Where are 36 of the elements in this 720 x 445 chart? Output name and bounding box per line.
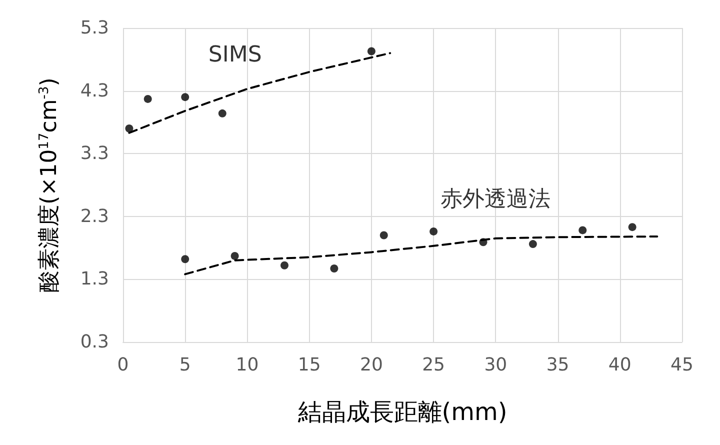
point [367, 47, 376, 56]
point [578, 226, 587, 234]
point [330, 264, 338, 273]
point [479, 238, 488, 246]
x-tick-label: 10 [236, 354, 259, 376]
x-axis-title: 結晶成長距離(mm) [296, 398, 508, 426]
y-tick-label: 2.3 [80, 206, 109, 227]
y-tick-label: 3.3 [80, 143, 109, 164]
point [181, 93, 190, 102]
y-axis-title: 酸素濃度(×1017cm-3) [37, 78, 62, 292]
x-tick-label: 20 [360, 354, 383, 376]
x-tick-label: 5 [179, 354, 191, 376]
y-tick-label: 4.3 [80, 80, 109, 102]
x-tick-label: 15 [298, 354, 321, 376]
point [280, 261, 288, 270]
series-label: 赤外透過法 [440, 186, 551, 212]
point [528, 240, 537, 248]
line-series [184, 235, 658, 276]
point [125, 124, 134, 132]
x-tick-label: 45 [670, 354, 694, 376]
point [181, 255, 190, 264]
series-label: SIMS [208, 42, 262, 68]
point [430, 227, 438, 236]
point [380, 231, 388, 240]
point [144, 94, 152, 103]
x-tick-label: 35 [546, 354, 570, 376]
x-tick-label: 40 [608, 354, 632, 376]
y-tick-label: 5.3 [80, 18, 109, 38]
point [230, 252, 239, 260]
point [218, 109, 226, 118]
x-tick-label: 30 [484, 354, 508, 376]
x-tick-label: 0 [117, 354, 129, 376]
y-tick-label: 1.3 [80, 268, 109, 290]
y-tick-label: 0.3 [80, 332, 109, 352]
point [628, 223, 636, 232]
x-tick-label: 25 [422, 354, 446, 376]
